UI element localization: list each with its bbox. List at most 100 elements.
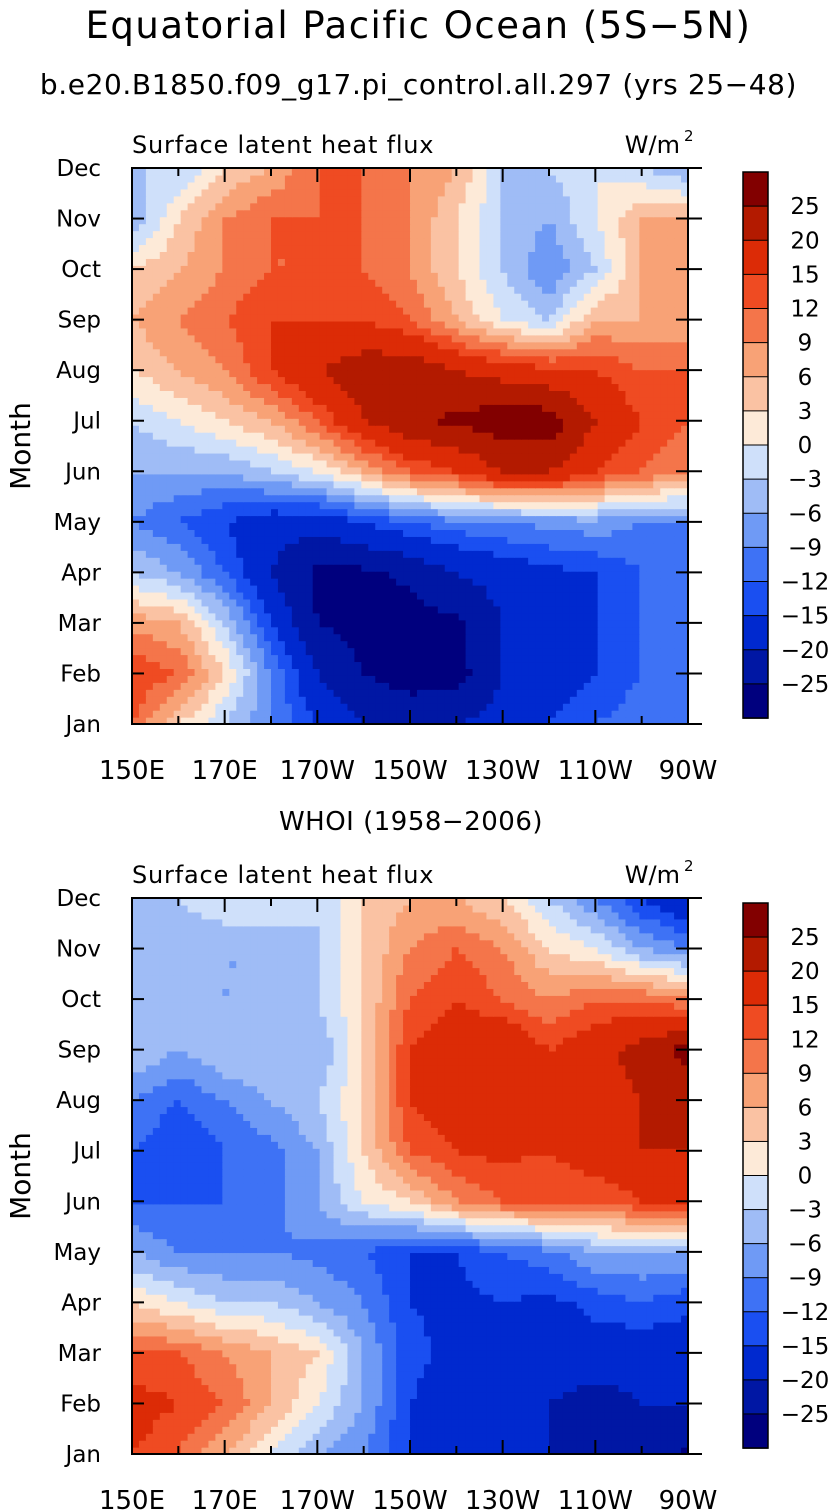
heatmap-cell: [173, 362, 182, 371]
heatmap-cell: [403, 675, 411, 683]
heatmap-cell: [653, 585, 661, 593]
heatmap-cell: [681, 446, 689, 454]
heatmap-cell: [284, 668, 293, 676]
heatmap-cell: [451, 626, 460, 635]
heatmap-cell: [291, 543, 300, 551]
heatmap-cell: [403, 293, 411, 301]
heatmap-cell: [396, 390, 404, 398]
heatmap-cell: [361, 404, 369, 412]
heatmap-cell: [437, 661, 446, 669]
heatmap-cell: [236, 348, 244, 357]
heatmap-cell: [639, 480, 647, 489]
heatmap-cell: [423, 675, 432, 683]
heatmap-cell: [472, 320, 481, 329]
heatmap-cell: [555, 640, 564, 649]
heatmap-cell: [271, 612, 279, 621]
heatmap-cell: [681, 307, 689, 315]
heatmap-cell: [305, 689, 314, 697]
heatmap-cell: [333, 293, 342, 301]
heatmap-cell: [243, 703, 251, 711]
heatmap-cell: [597, 439, 606, 447]
heatmap-cell: [236, 689, 244, 697]
heatmap-cell: [173, 515, 182, 524]
heatmap-cell: [667, 466, 675, 475]
heatmap-cell: [583, 633, 592, 642]
heatmap-cell: [507, 508, 515, 517]
heatmap-cell: [305, 703, 314, 711]
heatmap-cell: [521, 529, 529, 537]
heatmap-cell: [215, 362, 223, 371]
heatmap-cell: [542, 432, 550, 440]
heatmap-cell: [145, 432, 154, 440]
heatmap-cell: [396, 675, 404, 683]
heatmap-cell: [611, 640, 620, 649]
heatmap-cell: [625, 675, 633, 683]
heatmap-cell: [632, 661, 640, 669]
heatmap-cell: [500, 404, 508, 412]
heatmap-cell: [410, 494, 418, 503]
heatmap-cell: [597, 459, 606, 468]
heatmap-cell: [403, 320, 411, 329]
heatmap-cell: [430, 522, 439, 530]
heatmap-cell: [660, 348, 668, 357]
heatmap-cell: [611, 550, 620, 558]
heatmap-cell: [403, 473, 411, 482]
heatmap-cell: [257, 529, 265, 537]
heatmap-cell: [653, 640, 661, 649]
heatmap-cell: [291, 293, 300, 301]
heatmap-cell: [562, 425, 571, 433]
heatmap-cell: [229, 529, 237, 537]
heatmap-cell: [180, 598, 189, 607]
heatmap-cell: [681, 293, 689, 301]
heatmap-cell: [507, 598, 515, 607]
heatmap-cell: [354, 619, 362, 628]
heatmap-cell: [674, 355, 682, 364]
heatmap-cell: [180, 418, 189, 426]
heatmap-cell: [500, 619, 508, 628]
heatmap-cell: [423, 543, 432, 551]
heatmap-cell: [132, 529, 140, 537]
heatmap-cell: [514, 355, 522, 364]
heatmap-cell: [271, 425, 279, 433]
heatmap-cell: [646, 320, 654, 329]
heatmap-cell: [319, 591, 328, 600]
heatmap-cell: [590, 313, 599, 322]
heatmap-cell: [326, 564, 335, 572]
heatmap-cell: [451, 522, 460, 530]
heatmap-cell: [493, 661, 501, 669]
heatmap-cell: [250, 432, 258, 440]
heatmap-cell: [277, 439, 286, 447]
heatmap-cell: [632, 696, 640, 704]
heatmap-cell: [201, 439, 210, 447]
heatmap-cell: [576, 585, 585, 593]
heatmap-cell: [667, 452, 675, 461]
heatmap-cell: [187, 390, 196, 398]
heatmap-cell: [298, 578, 307, 586]
heatmap-cell: [368, 654, 376, 663]
heatmap-cell: [173, 293, 182, 301]
heatmap-cell: [208, 501, 216, 510]
heatmap-cell: [326, 682, 335, 690]
heatmap-cell: [444, 536, 453, 544]
heatmap-cell: [451, 307, 460, 315]
heatmap-cell: [229, 439, 237, 447]
heatmap-cell: [472, 313, 481, 322]
heatmap-cell: [625, 348, 633, 357]
heatmap-cell: [625, 647, 633, 656]
heatmap-cell: [159, 446, 168, 454]
heatmap-cell: [236, 362, 244, 371]
heatmap-cell: [583, 591, 592, 600]
heatmap-cell: [458, 536, 467, 544]
heatmap-cell: [389, 362, 397, 371]
heatmap-cell: [375, 529, 383, 537]
heatmap-cell: [493, 327, 501, 336]
heatmap-cell: [382, 307, 390, 315]
heatmap-cell: [549, 466, 557, 475]
heatmap-cell: [305, 661, 314, 669]
heatmap-cell: [396, 626, 404, 635]
heatmap-cell: [375, 515, 383, 524]
heatmap-cell: [145, 466, 154, 475]
heatmap-cell: [229, 446, 237, 454]
heatmap-cell: [458, 612, 467, 621]
heatmap-cell: [347, 543, 355, 551]
